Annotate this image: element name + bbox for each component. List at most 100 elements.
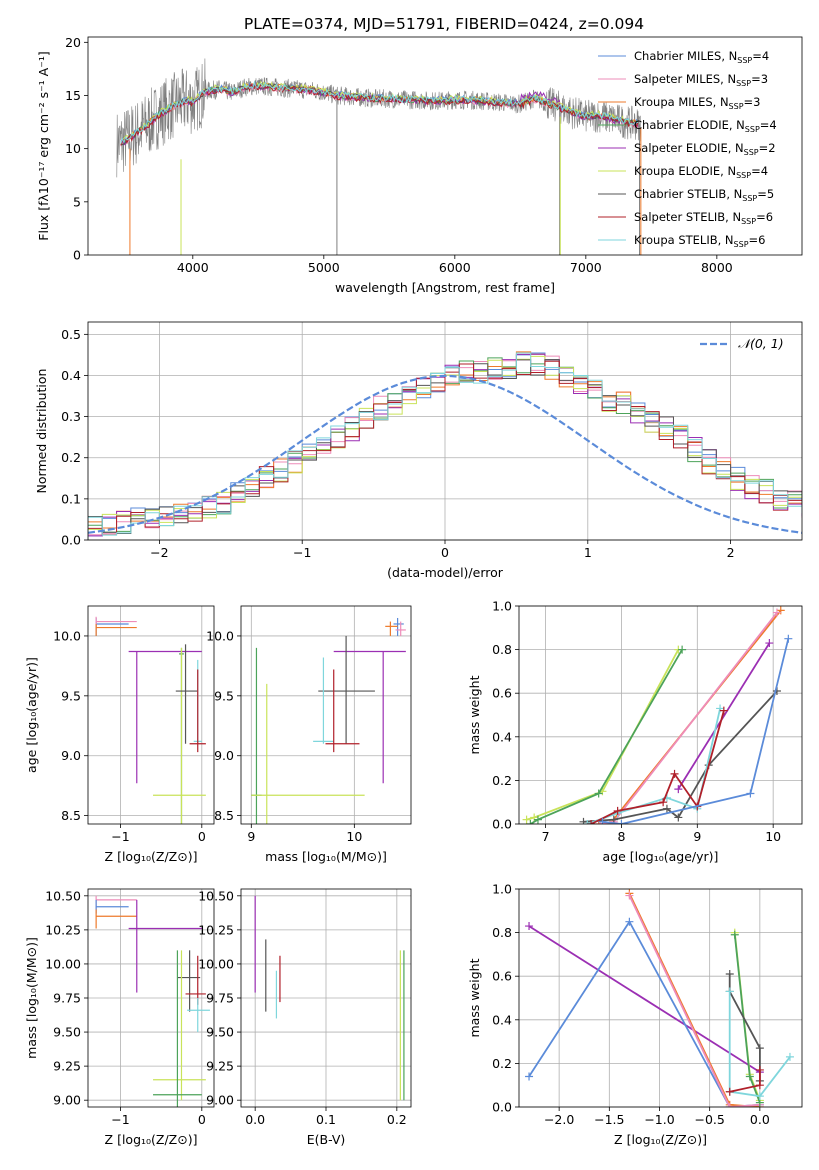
y-tick-label: 0 <box>73 248 81 263</box>
y-tick-label: 0.8 <box>492 925 512 940</box>
weight-marker <box>725 987 734 996</box>
weight-marker <box>587 820 596 824</box>
histogram-series <box>88 351 802 540</box>
weight-marker <box>725 1087 734 1096</box>
chart-age_vs_mass: 9 10 8.5 9.0 9.5 10.0 mass [log₁₀(M/M⊙)] <box>206 605 412 864</box>
legend-label: Kroupa STELIB, NSSP=6 <box>634 233 765 249</box>
plot-area <box>251 617 406 824</box>
weight-marker <box>525 922 534 931</box>
weight-series-line <box>628 893 760 1107</box>
y-tick-label: 20 <box>65 35 81 50</box>
legend-label: Chabrier ELODIE, NSSP=4 <box>634 118 777 134</box>
x-tick-label: 4000 <box>177 260 209 275</box>
y-tick-label: 0.3 <box>61 409 81 424</box>
chart-weight_vs_age: 7 8 9 10 0.0 0.2 0.4 0.6 0.8 1.0 age [log₁₀(age/yr… <box>467 599 803 864</box>
weight-marker <box>765 639 774 648</box>
histogram-series <box>88 353 802 540</box>
y-tick-label: 0.4 <box>61 368 81 383</box>
y-tick-label: 0.6 <box>492 969 512 984</box>
y-tick-label: 0.1 <box>61 491 81 506</box>
axes-frame <box>240 605 412 825</box>
x-axis-label: (data-model)/error <box>387 565 504 580</box>
x-tick-label: 9 <box>247 829 255 844</box>
y-axis-label: age [log₁₀(age/yr)] <box>24 657 39 773</box>
x-tick-label: 6000 <box>439 260 471 275</box>
x-axis-label: age [log₁₀(age/yr)] <box>603 849 719 864</box>
x-tick-label: 0 <box>198 829 206 844</box>
histogram-series <box>88 352 802 540</box>
weight-marker <box>617 820 626 824</box>
y-tick-label: 0.4 <box>492 729 512 744</box>
observed-spectrum-line <box>116 58 641 178</box>
y-tick-label: 9.00 <box>53 1093 81 1108</box>
y-tick-label: 9.75 <box>53 991 81 1006</box>
spectrum-legend: Chabrier MILES, NSSP=4 Salpeter MILES, NS… <box>598 49 777 249</box>
axes-frame <box>87 888 215 1108</box>
weight-marker <box>755 1065 764 1074</box>
y-tick-label: 5 <box>73 194 81 209</box>
y-tick-label: 9.00 <box>206 1093 234 1108</box>
y-tick-label: 10.00 <box>198 956 234 971</box>
weight-series-line <box>733 932 761 1101</box>
ticks: −1 0 8.5 9.0 9.5 10.0 <box>53 628 206 844</box>
x-axis-label: mass [log₁₀(M/M⊙)] <box>265 849 387 864</box>
weight-marker <box>725 970 734 979</box>
weight-marker <box>625 891 634 900</box>
plot-area <box>88 351 802 540</box>
weight-marker <box>662 804 671 813</box>
x-tick-label: 0.2 <box>387 1112 407 1127</box>
y-axis-label: Normed distribution <box>34 369 49 494</box>
x-tick-label: 5000 <box>308 260 340 275</box>
weight-marker <box>598 817 607 824</box>
legend-label: Chabrier STELIB, NSSP=5 <box>634 187 774 203</box>
legend-label: Salpeter MILES, NSSP=3 <box>634 72 768 88</box>
x-tick-label: 8000 <box>701 260 733 275</box>
x-tick-label: 10 <box>346 829 362 844</box>
weight-series-line <box>528 925 761 1073</box>
weight-series-line <box>529 649 683 824</box>
legend-label: Salpeter ELODIE, NSSP=2 <box>634 141 776 157</box>
axes-frame <box>518 888 803 1108</box>
x-tick-label: −0.5 <box>694 1112 724 1127</box>
x-tick-label: 0.0 <box>245 1112 265 1127</box>
weight-marker <box>678 645 687 654</box>
ticks: −2.0 −1.5 −1.0 −0.5 0.0 0.0 0.2 0.4 0.6 0.8 1.0 <box>492 882 770 1128</box>
x-tick-label: 1 <box>584 545 592 560</box>
y-tick-label: 0.2 <box>61 450 81 465</box>
x-tick-label: −1 <box>111 829 129 844</box>
y-tick-label: 0.2 <box>492 1056 512 1071</box>
model-series-line <box>120 80 639 144</box>
histogram-series <box>88 352 802 540</box>
x-axis-label: Z [log₁₀(Z/Z⊙)] <box>105 1132 198 1147</box>
histogram-series <box>88 360 802 540</box>
ticks: 4000 5000 6000 7000 8000 0 5 10 15 20 <box>65 35 733 275</box>
legend-label: Kroupa ELODIE, NSSP=4 <box>634 164 768 180</box>
x-tick-label: 0 <box>441 545 449 560</box>
y-tick-label: 0.0 <box>492 817 512 832</box>
weight-marker <box>746 789 755 798</box>
weight-marker <box>725 1103 734 1107</box>
chart-mass_vs_ebv: 0.0 0.1 0.2 9.00 9.25 9.50 9.75 10.00 10.25 10.50… <box>198 888 412 1147</box>
x-axis-label: wavelength [Angstrom, rest frame] <box>335 280 555 295</box>
x-axis-label: Z [log₁₀(Z/Z⊙)] <box>614 1132 707 1147</box>
axes-frame <box>240 888 412 1108</box>
y-tick-label: 8.5 <box>214 808 234 823</box>
y-tick-label: 9.0 <box>214 748 234 763</box>
ticks: 0.0 0.1 0.2 9.00 9.25 9.50 9.75 10.00 10.25 10.50 <box>198 888 407 1127</box>
histogram-series <box>88 355 802 540</box>
y-tick-label: 1.0 <box>492 882 512 897</box>
x-tick-label: −1.5 <box>594 1112 624 1127</box>
legend-label: Chabrier MILES, NSSP=4 <box>634 49 769 65</box>
weight-marker <box>579 817 588 824</box>
grid-lines <box>88 606 214 824</box>
x-tick-label: 0.1 <box>316 1112 336 1127</box>
y-tick-label: 0.5 <box>61 327 81 342</box>
histogram-series <box>88 357 802 540</box>
y-tick-label: 1.0 <box>492 599 512 614</box>
weight-series-line <box>583 690 778 823</box>
weight-marker <box>719 706 728 715</box>
legend-label: 𝒩(0, 1) <box>738 336 784 351</box>
plot-area <box>116 58 642 255</box>
plot-area <box>95 895 210 1107</box>
